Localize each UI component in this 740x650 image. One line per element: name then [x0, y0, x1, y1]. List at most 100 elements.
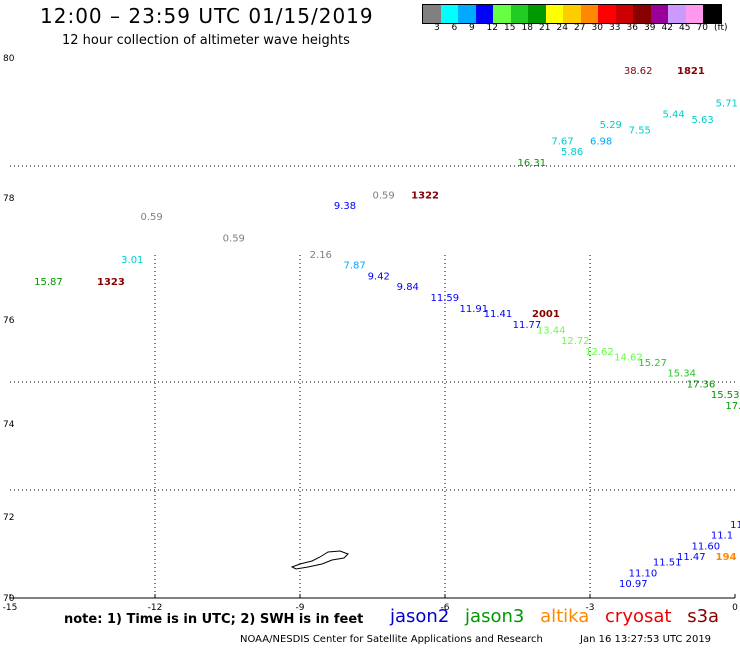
wave-height-label: 11.47: [677, 552, 706, 563]
x-tick-label: 0: [732, 603, 738, 613]
pass-time-label: 1821: [677, 66, 705, 77]
wave-height-label: 13.44: [537, 325, 566, 336]
wave-height-label: 12.62: [585, 347, 614, 358]
wave-height-label: 2.16: [310, 250, 332, 261]
colorbar-labels: 3 6 9 12 15 18 21 24 27 30 33 36 39 42 45 70 (ft): [422, 23, 740, 37]
colorbar-label: (ft): [714, 23, 728, 33]
wave-height-label: 11.10: [629, 568, 658, 579]
x-tick-label: -9: [296, 603, 305, 613]
colorbar-label: 12: [486, 23, 498, 33]
observation-labels: 38.62 5.71 5.44 5.63 5.29 7.55 7.67 6.98 5.86 16.…: [34, 66, 740, 590]
x-tick-label: -15: [3, 603, 18, 613]
colorbar-label: 18: [521, 23, 533, 33]
colorbar-label: 21: [539, 23, 551, 33]
wave-height-label: 9.38: [334, 201, 356, 212]
wave-height-label: 3.01: [121, 255, 143, 266]
wave-height-label: 11.91: [460, 304, 489, 315]
wave-height-label: 9.84: [397, 282, 419, 293]
wave-height-label: 17.5: [725, 401, 740, 412]
wave-height-label: 0.59: [141, 212, 163, 223]
colorbar-label: 9: [469, 23, 475, 33]
colorbar-label: 15: [504, 23, 516, 33]
satellite-legend: jason2 jason3 altika cryosat s3a: [390, 606, 729, 627]
colorbar-label: 6: [451, 23, 458, 33]
colorbar-label: 24: [556, 23, 568, 33]
y-tick-label: 72: [3, 513, 14, 523]
y-tick-label: 76: [3, 316, 15, 326]
colorbar-swatch: [423, 5, 441, 23]
wave-height-label: 11.41: [484, 309, 513, 320]
wave-height-label: 7.55: [629, 126, 651, 137]
pass-time-label: 1322: [411, 190, 439, 201]
pass-time-label: 1323: [97, 277, 125, 288]
colorbar-swatch: [598, 5, 616, 23]
y-tick-label: 80: [3, 54, 15, 64]
wave-height-label: 15.53: [711, 390, 740, 401]
wave-height-label: 11.59: [431, 293, 460, 304]
colorbar-swatch: [510, 5, 528, 23]
y-tick-label: 70: [3, 594, 15, 604]
y-tick-label: 78: [3, 194, 15, 204]
colorbar-swatch: [528, 5, 546, 23]
pass-time-label: 2001: [532, 309, 560, 320]
wave-height-label: 15.87: [34, 277, 63, 288]
wave-height-label: 5.86: [561, 147, 583, 158]
legend-altika: altika: [540, 606, 590, 627]
jan-mayen-island: [290, 550, 349, 570]
map-axes: -15 -12 -9 -6 -3 0 80 78 76 74 72 70: [3, 54, 738, 613]
x-tick-label: -12: [148, 603, 163, 613]
colorbar-label: 42: [661, 23, 673, 33]
colorbar-label: 33: [609, 23, 621, 33]
wave-height-label: 6.98: [590, 136, 612, 147]
legend-s3a: s3a: [687, 606, 720, 627]
x-tick-label: -6: [441, 603, 450, 613]
legend-jason3: jason3: [465, 606, 525, 627]
wave-height-label: 12.72: [561, 336, 590, 347]
colorbar-label: 70: [696, 23, 708, 33]
wave-height-label: 11: [730, 520, 740, 531]
page-title: 12:00 – 23:59 UTC 01/15/2019: [40, 4, 374, 28]
colorbar-label: 39: [644, 23, 656, 33]
legend-jason2: jason2: [390, 606, 450, 627]
wave-height-label: 5.29: [600, 120, 622, 131]
colorbar-swatch: [703, 5, 721, 23]
wave-height-label: 0.59: [373, 190, 395, 201]
colorbar: [422, 4, 722, 24]
colorbar-label: 27: [574, 23, 586, 33]
colorbar-swatch: [668, 5, 686, 23]
colorbar-swatch: [458, 5, 476, 23]
colorbar-swatch: [580, 5, 598, 23]
y-tick-label: 74: [3, 420, 15, 430]
wave-height-label: 7.67: [551, 136, 573, 147]
x-tick-label: -3: [586, 603, 595, 613]
colorbar-swatch: [563, 5, 581, 23]
wave-height-label: 15.34: [667, 369, 696, 380]
legend-cryosat: cryosat: [605, 606, 672, 627]
colorbar-label: 45: [679, 23, 691, 33]
wave-height-label: 10.97: [619, 579, 648, 590]
wave-height-label: 0.59: [223, 234, 245, 245]
wave-height-label: 5.71: [716, 99, 738, 110]
colorbar-label: 3: [434, 23, 440, 33]
pass-time-label: 194: [716, 552, 737, 563]
pass-time-labels: 1821 1322 1323 2001 194: [97, 66, 737, 563]
colorbar-swatch: [685, 5, 703, 23]
colorbar-swatch: [633, 5, 651, 23]
wave-height-label: 38.62: [624, 66, 653, 77]
map-grid: [10, 165, 735, 598]
note-text: note: 1) Time is in UTC; 2) SWH is in fe…: [64, 612, 364, 627]
colorbar-swatch: [615, 5, 633, 23]
wave-height-label: 15.27: [638, 358, 667, 369]
colorbar-swatch: [545, 5, 563, 23]
colorbar-swatch: [493, 5, 511, 23]
wave-height-label: 16.31: [518, 158, 547, 169]
footer-credit: NOAA/NESDIS Center for Satellite Applica…: [240, 634, 543, 645]
wave-height-label: 11.1: [711, 531, 733, 542]
wave-height-label: 11.60: [692, 541, 721, 552]
wave-height-label: 7.87: [344, 261, 366, 272]
page-subtitle: 12 hour collection of altimeter wave hei…: [62, 33, 350, 48]
wave-height-label: 14.62: [614, 352, 643, 363]
wave-height-label: 11.77: [513, 320, 542, 331]
footer-timestamp: Jan 16 13:27:53 UTC 2019: [580, 634, 712, 645]
